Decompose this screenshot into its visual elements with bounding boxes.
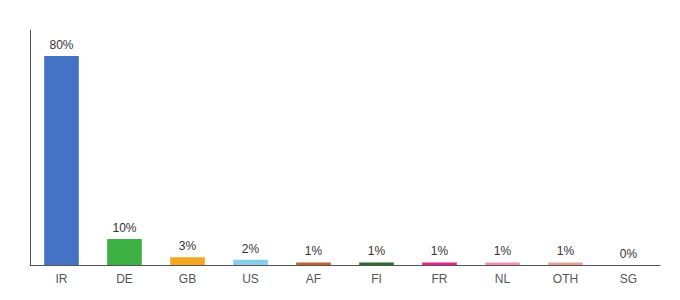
svg-text:IR: IR — [56, 272, 68, 286]
svg-text:FI: FI — [371, 272, 382, 286]
svg-text:US: US — [242, 272, 259, 286]
svg-text:FR: FR — [432, 272, 448, 286]
svg-text:0%: 0% — [620, 247, 638, 261]
svg-text:1%: 1% — [557, 244, 575, 258]
svg-text:1%: 1% — [431, 244, 449, 258]
svg-text:3%: 3% — [179, 239, 197, 253]
svg-text:NL: NL — [495, 272, 511, 286]
svg-text:10%: 10% — [112, 221, 136, 235]
svg-text:1%: 1% — [305, 244, 323, 258]
svg-text:GB: GB — [179, 272, 196, 286]
svg-text:OTH: OTH — [553, 272, 578, 286]
svg-text:1%: 1% — [494, 244, 512, 258]
svg-text:2%: 2% — [242, 242, 260, 256]
svg-text:AF: AF — [306, 272, 321, 286]
svg-text:1%: 1% — [368, 244, 386, 258]
svg-text:80%: 80% — [49, 38, 73, 52]
svg-text:DE: DE — [116, 272, 133, 286]
svg-text:SG: SG — [620, 272, 637, 286]
